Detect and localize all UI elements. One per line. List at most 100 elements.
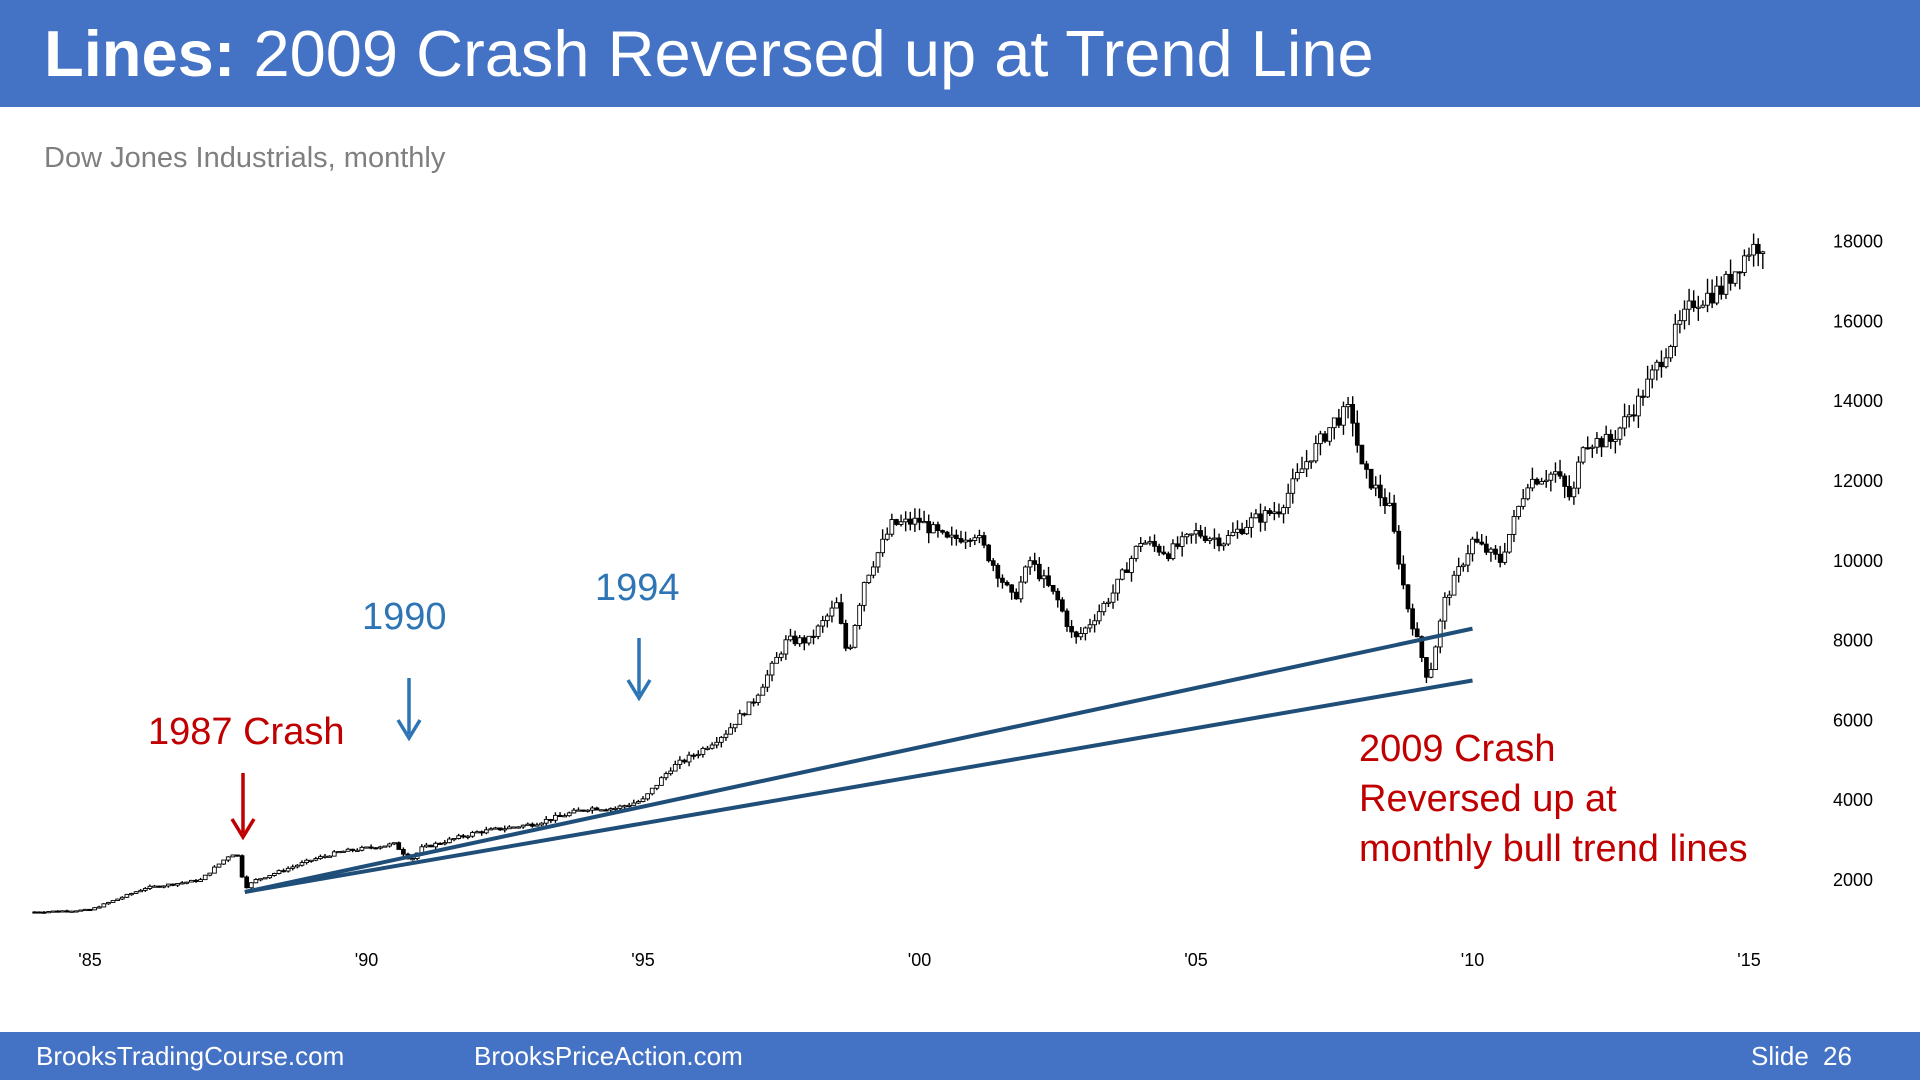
candle-body	[433, 842, 438, 848]
candle-body	[1636, 395, 1641, 417]
candle-body	[903, 518, 909, 523]
candle-body	[1419, 636, 1425, 658]
candle-body	[1354, 422, 1360, 446]
candle-body	[258, 878, 263, 881]
candle-body	[672, 764, 678, 772]
candle-body	[451, 838, 457, 841]
candle-body	[1216, 537, 1222, 547]
candle-body	[1746, 254, 1752, 257]
candle-body	[1589, 446, 1595, 449]
candle-body	[714, 741, 720, 746]
candle-body	[1686, 300, 1692, 310]
candle-body	[410, 858, 415, 861]
candle-body	[718, 736, 724, 743]
candle-body	[1382, 497, 1388, 507]
candle-body	[857, 604, 862, 626]
candle-body	[995, 564, 1001, 579]
candle-body	[935, 524, 941, 532]
candle-body	[861, 582, 867, 606]
annotation-2009-line-1: 2009 Crash	[1359, 728, 1556, 770]
candle-body	[1248, 517, 1254, 528]
candle-body	[889, 519, 895, 535]
candle-body	[1493, 548, 1498, 555]
candle-body	[654, 784, 660, 789]
candle-body	[525, 823, 531, 826]
candle-body	[1101, 602, 1107, 613]
y-tick-label: 8000	[1833, 631, 1873, 651]
candle-body	[1520, 498, 1526, 507]
candle-body	[1013, 591, 1019, 600]
candle-body	[912, 517, 918, 525]
candle-body	[119, 896, 125, 900]
candle-body	[1695, 306, 1701, 309]
candle-body	[930, 524, 936, 534]
candle-body	[483, 829, 489, 834]
trendlines	[244, 626, 1473, 894]
candle-body	[1207, 538, 1213, 542]
candle-body	[1175, 543, 1180, 547]
arrow-1994-head	[626, 679, 652, 702]
candle-body	[1682, 308, 1687, 322]
candle-body	[1723, 273, 1729, 295]
candle-body	[1221, 543, 1226, 547]
arrow-1987-crash-head	[230, 818, 256, 841]
x-axis: '85 '90 '95 '00 '05 '10 '15	[78, 950, 1760, 970]
candle-body	[497, 827, 503, 831]
candle-body	[1313, 443, 1319, 462]
candle-body	[304, 859, 309, 863]
candle-body	[364, 846, 369, 849]
candle-body	[553, 814, 558, 821]
candle-body	[608, 808, 614, 811]
candle-body	[1396, 530, 1402, 565]
candle-body	[216, 863, 222, 868]
candle-body	[1755, 243, 1761, 254]
candle-body	[700, 747, 706, 755]
candle-body	[755, 694, 761, 704]
candle-body	[1654, 361, 1660, 371]
candle-body	[92, 907, 97, 911]
candle-body	[737, 713, 743, 725]
chart-subtitle: Dow Jones Industrials, monthly	[44, 142, 446, 174]
candle-body	[1742, 255, 1747, 273]
candle-body	[576, 809, 581, 812]
candle-body	[1543, 479, 1549, 482]
candle-body	[156, 885, 162, 888]
candle-body	[599, 809, 604, 812]
x-tick-label: '95	[631, 950, 654, 970]
candle-body	[1751, 243, 1756, 256]
candle-body	[1073, 631, 1079, 638]
candle-body	[1064, 610, 1070, 627]
candle-body	[64, 910, 70, 913]
candle-body	[225, 856, 231, 861]
candle-body	[1760, 251, 1766, 254]
candle-body	[1041, 575, 1047, 580]
candle-body	[774, 656, 779, 664]
candle-body	[631, 802, 637, 806]
candle-body	[96, 906, 102, 909]
candle-body	[1069, 626, 1074, 633]
candle-body	[262, 877, 268, 880]
candle-body	[1327, 427, 1332, 442]
y-tick-label: 6000	[1833, 710, 1873, 730]
candle-body	[963, 539, 968, 543]
candle-body	[1202, 535, 1208, 542]
candle-body	[1728, 273, 1733, 284]
candle-body	[811, 635, 816, 638]
candle-body	[1483, 543, 1489, 553]
candle-body	[1129, 558, 1134, 573]
candle-body	[138, 889, 144, 893]
slide-title-bold: Lines:	[44, 17, 236, 90]
candle-body	[341, 850, 346, 853]
candle-body	[1405, 584, 1411, 610]
candle-body	[626, 804, 632, 807]
candle-body	[691, 754, 697, 757]
candle-body	[377, 846, 383, 849]
candle-body	[907, 518, 913, 525]
candle-body	[73, 910, 79, 913]
candle-body	[1474, 538, 1480, 543]
candle-body	[1170, 543, 1176, 560]
candle-body	[110, 900, 116, 903]
candle-body	[742, 713, 747, 716]
candle-body	[1364, 463, 1369, 470]
candle-body	[1663, 357, 1669, 368]
